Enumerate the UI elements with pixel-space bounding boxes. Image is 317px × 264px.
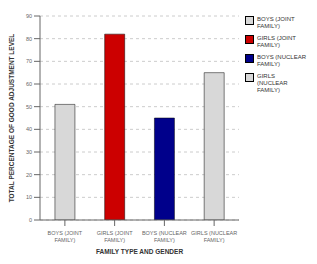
html-text:BOYS (NUCLEAR FAMILY): BOYS (NUCLEAR FAMILY) (257, 54, 306, 67)
svg-text:70: 70 (26, 58, 32, 64)
svg-text:BOYS (JOINTFAMILY): BOYS (JOINTFAMILY) (48, 230, 83, 243)
svg-text:40: 40 (26, 126, 32, 132)
html-text:BOYS (JOINT FAMILY): BOYS (JOINT FAMILY) (257, 16, 295, 29)
svg-text:30: 30 (26, 149, 32, 155)
svg-text:90: 90 (26, 13, 32, 19)
svg-text:0: 0 (29, 217, 32, 223)
svg-text:FAMILY TYPE AND GENDER: FAMILY TYPE AND GENDER (96, 248, 183, 255)
svg-text:GIRLS (JOINTFAMILY): GIRLS (JOINTFAMILY) (97, 230, 133, 243)
html-text:GIRLS (NUCLEAR FAMILY): GIRLS (NUCLEAR FAMILY) (257, 73, 288, 93)
svg-text:20: 20 (26, 172, 32, 178)
svg-text:TOTAL PERCENTAGE OF GOOD ADJUS: TOTAL PERCENTAGE OF GOOD ADJUSTMENT LEVE… (8, 34, 15, 203)
svg-text:10: 10 (26, 194, 32, 200)
svg-text:80: 80 (26, 36, 32, 42)
svg-text:50: 50 (26, 104, 32, 110)
svg-text:BOYS (NUCLEARFAMILY): BOYS (NUCLEARFAMILY) (142, 230, 187, 243)
html-text:GIRLS (JOINT FAMILY): GIRLS (JOINT FAMILY) (257, 35, 296, 48)
svg-text:60: 60 (26, 81, 32, 87)
svg-text:GIRLS (NUCLEARFAMILY): GIRLS (NUCLEARFAMILY) (191, 230, 237, 243)
